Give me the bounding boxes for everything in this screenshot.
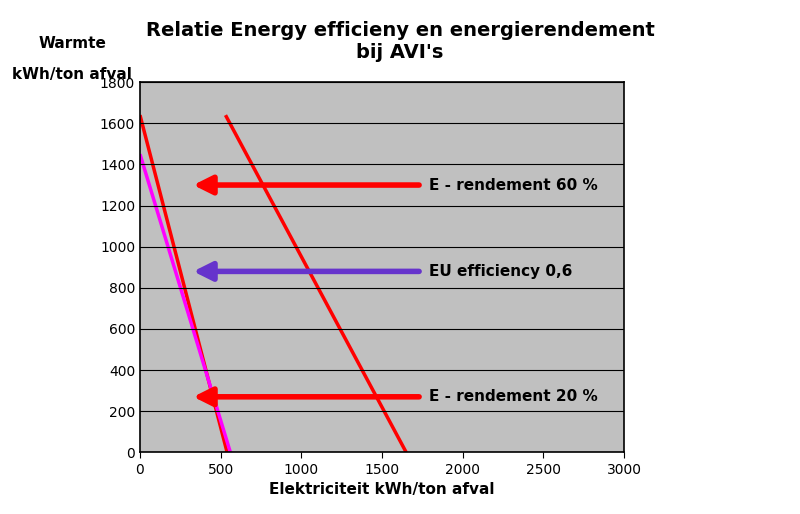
Text: EU efficiency 0,6: EU efficiency 0,6 (429, 264, 572, 279)
Text: Warmte: Warmte (38, 36, 106, 51)
Text: kWh/ton afval: kWh/ton afval (12, 67, 132, 82)
Text: Relatie Energy efficieny en energierendement
bij AVI's: Relatie Energy efficieny en energierende… (146, 21, 654, 62)
Text: E - rendement 60 %: E - rendement 60 % (429, 177, 598, 193)
X-axis label: Elektriciteit kWh/ton afval: Elektriciteit kWh/ton afval (270, 482, 494, 497)
Text: E - rendement 20 %: E - rendement 20 % (429, 389, 598, 405)
